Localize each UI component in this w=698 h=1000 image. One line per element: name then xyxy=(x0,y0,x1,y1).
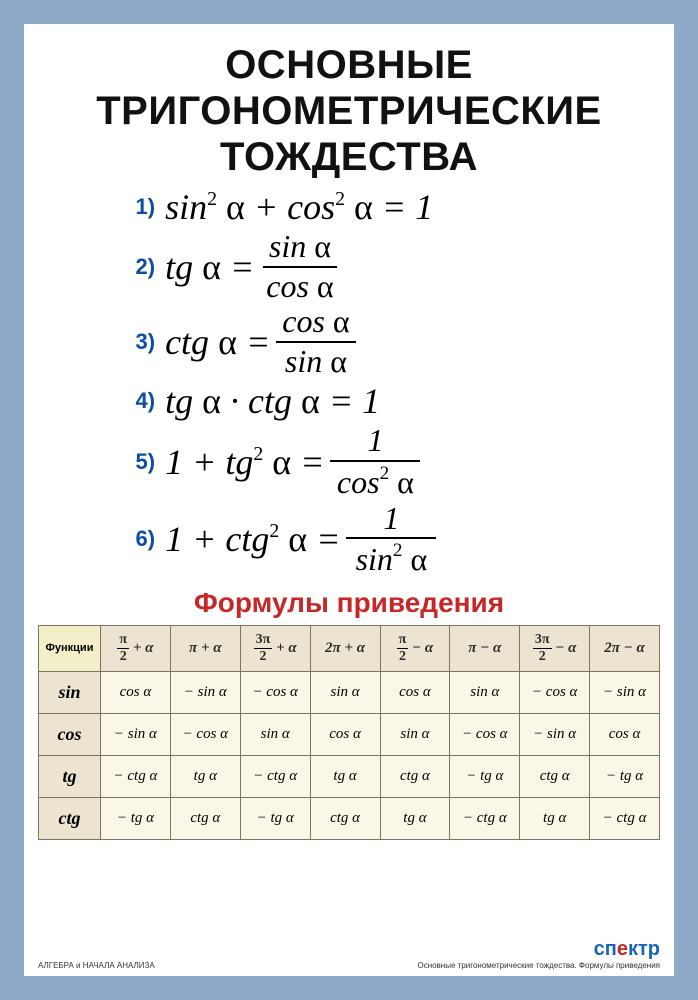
formula-body: 1 + ctg2 α = 1 sin2 α xyxy=(165,502,436,577)
formula-1: 1) sin2 α + cos2 α = 1 xyxy=(125,186,573,228)
formula-3: 3) ctg α = cos α sin α xyxy=(125,305,573,378)
title-line-1: ОСНОВНЫЕ xyxy=(225,43,473,87)
row-tg: tg xyxy=(39,755,101,797)
formula-2: 2) tg α = sin α cos α xyxy=(125,230,573,303)
col-pi2-minus: π2 − α xyxy=(380,625,450,671)
col-2pi-minus: 2π − α xyxy=(590,625,660,671)
formula-number: 3) xyxy=(125,329,155,355)
col-pi-plus: π + α xyxy=(170,625,240,671)
formula-list: 1) sin2 α + cos2 α = 1 2) tg α = sin α c… xyxy=(38,186,660,577)
formula-number: 4) xyxy=(125,388,155,414)
table-header-row: Функции π2 + α π + α 3π2 + α 2π + α π2 −… xyxy=(39,625,660,671)
reduction-table: Функции π2 + α π + α 3π2 + α 2π + α π2 −… xyxy=(38,625,660,840)
table-row: cos − sin α− cos αsin αcos αsin α− cos α… xyxy=(39,713,660,755)
table-row: sin cos α− sin α− cos αsin αcos αsin α− … xyxy=(39,671,660,713)
formula-number: 5) xyxy=(125,449,155,475)
formula-number: 1) xyxy=(125,194,155,220)
formula-5: 5) 1 + tg2 α = 1 cos2 α xyxy=(125,424,573,499)
subtitle: Формулы приведения xyxy=(38,587,660,619)
page-title: ОСНОВНЫЕ ТРИГОНОМЕТРИЧЕСКИЕ ТОЖДЕСТВА xyxy=(38,42,660,180)
formula-number: 6) xyxy=(125,526,155,552)
poster-outer: ОСНОВНЫЕ ТРИГОНОМЕТРИЧЕСКИЕ ТОЖДЕСТВА 1)… xyxy=(0,0,698,1000)
row-sin: sin xyxy=(39,671,101,713)
formula-number: 2) xyxy=(125,254,155,280)
poster-inner: ОСНОВНЫЕ ТРИГОНОМЕТРИЧЕСКИЕ ТОЖДЕСТВА 1)… xyxy=(24,24,674,976)
footer-left: АЛГЕБРА и НАЧАЛА АНАЛИЗА xyxy=(38,961,155,970)
table-row: tg − ctg αtg α− ctg αtg αctg α− tg αctg … xyxy=(39,755,660,797)
col-3pi2-minus: 3π2 − α xyxy=(520,625,590,671)
footer: АЛГЕБРА и НАЧАЛА АНАЛИЗА спектр Основные… xyxy=(38,938,660,970)
formula-4: 4) tg α · ctg α = 1 xyxy=(125,380,573,422)
title-line-3: ТОЖДЕСТВА xyxy=(220,135,478,179)
footer-right: Основные тригонометрические тождества. Ф… xyxy=(417,961,660,970)
formula-body: sin2 α + cos2 α = 1 xyxy=(165,186,433,228)
formula-body: tg α = sin α cos α xyxy=(165,230,340,303)
col-3pi2-plus: 3π2 + α xyxy=(240,625,310,671)
row-ctg: ctg xyxy=(39,797,101,839)
table-row: ctg − tg αctg α− tg αctg αtg α− ctg αtg … xyxy=(39,797,660,839)
formula-body: tg α · ctg α = 1 xyxy=(165,380,380,422)
col-pi-minus: π − α xyxy=(450,625,520,671)
col-pi2-plus: π2 + α xyxy=(101,625,171,671)
formula-6: 6) 1 + ctg2 α = 1 sin2 α xyxy=(125,502,573,577)
formula-body: ctg α = cos α sin α xyxy=(165,305,356,378)
publisher-logo: спектр xyxy=(594,938,660,960)
title-line-2: ТРИГОНОМЕТРИЧЕСКИЕ xyxy=(96,89,602,133)
row-cos: cos xyxy=(39,713,101,755)
formula-body: 1 + tg2 α = 1 cos2 α xyxy=(165,424,420,499)
col-2pi-plus: 2π + α xyxy=(310,625,380,671)
table-corner: Функции xyxy=(39,625,101,671)
